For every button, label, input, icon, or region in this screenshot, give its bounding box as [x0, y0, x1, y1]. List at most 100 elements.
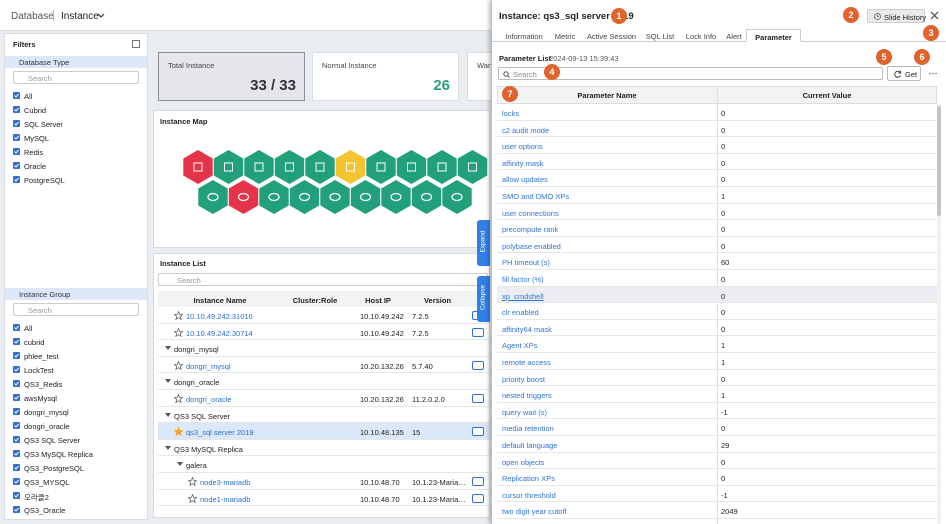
param-name[interactable]: open objects [502, 457, 545, 467]
search-box[interactable]: Search [158, 273, 488, 286]
instance-name[interactable]: dongri_oracle [186, 395, 232, 404]
param-name[interactable]: allow updates [502, 175, 548, 185]
param-row[interactable] [497, 137, 937, 154]
param-name[interactable]: priority boost [502, 374, 545, 384]
param-row[interactable] [497, 187, 937, 204]
filter-item[interactable]: dongri_oracle [24, 422, 70, 431]
param-row[interactable] [497, 386, 937, 403]
instance-name[interactable]: node1-mariadb [200, 494, 251, 504]
filter-item[interactable]: dongri_mysql [24, 408, 69, 417]
param-name[interactable]: fill factor (%) [502, 275, 544, 284]
tab[interactable]: SQL List [645, 32, 675, 41]
filter-item[interactable]: phlee_test [24, 352, 59, 361]
side-tab[interactable]: Collapse [477, 276, 490, 322]
param-row[interactable] [497, 154, 937, 171]
param-name[interactable]: default language [502, 441, 558, 450]
side-tab[interactable]: Expand [477, 220, 490, 266]
breadcrumb[interactable]: Instance [61, 11, 99, 22]
more-button[interactable] [929, 72, 937, 75]
param-name[interactable]: remote access [502, 358, 551, 367]
instance-name[interactable]: qs3_sql server 2019 [186, 428, 254, 438]
param-row[interactable] [497, 453, 937, 470]
param-name[interactable]: polybase enabled [502, 241, 561, 251]
filter-item[interactable]: cubrid [24, 338, 45, 347]
tab[interactable]: Metric [554, 32, 576, 41]
summary-card[interactable]: Total Instance 33 / 33 [158, 52, 305, 101]
param-row[interactable] [497, 104, 937, 121]
param-name[interactable]: SMO and DMO XPs [502, 192, 570, 201]
param-name[interactable]: media retention [502, 424, 554, 434]
filter-item[interactable]: LockTest [24, 366, 54, 375]
param-name[interactable]: two digit year cutoff [502, 507, 567, 517]
table-row[interactable] [158, 423, 489, 440]
param-name[interactable]: Agent XPs [502, 341, 538, 351]
tab[interactable]: Lock Info [685, 32, 717, 41]
param-row[interactable] [497, 502, 937, 519]
param-row[interactable] [497, 204, 937, 221]
param-name[interactable]: locks [502, 109, 520, 118]
filter-item[interactable]: Redis [24, 148, 44, 157]
param-name[interactable]: precompute rank [502, 225, 559, 235]
param-row[interactable] [497, 170, 937, 187]
tab[interactable]: Alert [726, 32, 742, 41]
param-row[interactable] [497, 419, 937, 436]
filter-item[interactable]: All [24, 92, 33, 101]
param-row[interactable] [497, 220, 937, 237]
param-row[interactable] [497, 320, 937, 337]
tab[interactable]: Parameter [746, 29, 801, 42]
param-name[interactable]: cursor threshold [502, 490, 556, 500]
param-name[interactable]: user options [502, 142, 543, 152]
tab[interactable]: Active Session [586, 32, 637, 41]
search-box[interactable]: Search [13, 303, 139, 316]
param-name[interactable]: PH timeout (s) [502, 258, 550, 268]
param-name[interactable]: Replication XPs [502, 474, 555, 484]
filter-item[interactable]: SQL Server [24, 120, 63, 129]
slide-history-button[interactable]: Slide History [867, 9, 926, 23]
param-name[interactable]: clr enabled [502, 308, 539, 318]
filter-item[interactable]: MySQL [24, 134, 50, 143]
table-row[interactable] [158, 390, 489, 407]
filter-item[interactable]: Oracle [24, 162, 47, 171]
param-row[interactable] [497, 286, 937, 304]
table-row[interactable] [158, 456, 489, 473]
summary-card[interactable]: Normal Instance 26 [312, 52, 459, 101]
param-name[interactable]: user connections [502, 208, 559, 218]
filter-item[interactable]: awsMysql [24, 394, 57, 403]
filter-item[interactable]: All [24, 324, 33, 333]
param-row[interactable] [497, 336, 937, 353]
collapse-icon[interactable] [132, 40, 140, 48]
instance-name[interactable]: 10.10.49.242:30714 [186, 328, 253, 338]
param-row[interactable] [497, 353, 937, 370]
table-row[interactable] [158, 439, 489, 457]
param-row[interactable] [497, 237, 937, 254]
instance-name[interactable]: node3-mariadb [200, 478, 251, 487]
filter-item[interactable]: PostgreSQL [24, 176, 65, 185]
get-button[interactable]: Get [887, 66, 921, 81]
param-name[interactable]: nested triggers [502, 391, 552, 401]
param-row[interactable] [497, 403, 937, 420]
param-row[interactable] [497, 486, 937, 503]
filter-item[interactable]: QS3_PostgreSQL [24, 464, 85, 473]
param-row[interactable] [497, 436, 937, 453]
param-name[interactable]: affinity64 mask [502, 324, 552, 334]
filter-item[interactable]: QS3_Redis [24, 380, 63, 389]
param-row[interactable] [497, 270, 937, 287]
param-row[interactable] [497, 121, 937, 138]
param-name[interactable]: xp_cmdshell [502, 291, 544, 301]
table-row[interactable] [158, 406, 489, 424]
param-row[interactable] [497, 469, 937, 486]
param-name[interactable]: query wait (s) [502, 407, 548, 417]
table-row[interactable] [158, 323, 489, 341]
filter-item[interactable]: QS3_Oracle [24, 506, 66, 515]
filter-item[interactable]: 오라클2 [24, 493, 49, 502]
search-box[interactable]: Search [498, 67, 883, 80]
instance-name[interactable]: dongri_mysql [186, 361, 231, 371]
close-button[interactable] [930, 11, 939, 20]
param-name[interactable]: c2 audit mode [502, 125, 550, 135]
table-row[interactable] [158, 473, 489, 490]
param-name[interactable]: affinity mask [502, 158, 544, 168]
filter-item[interactable]: QS3 MySQL Replica [24, 450, 93, 459]
table-row[interactable] [158, 356, 489, 374]
table-row[interactable] [158, 373, 489, 390]
tab[interactable]: Information [505, 32, 543, 41]
